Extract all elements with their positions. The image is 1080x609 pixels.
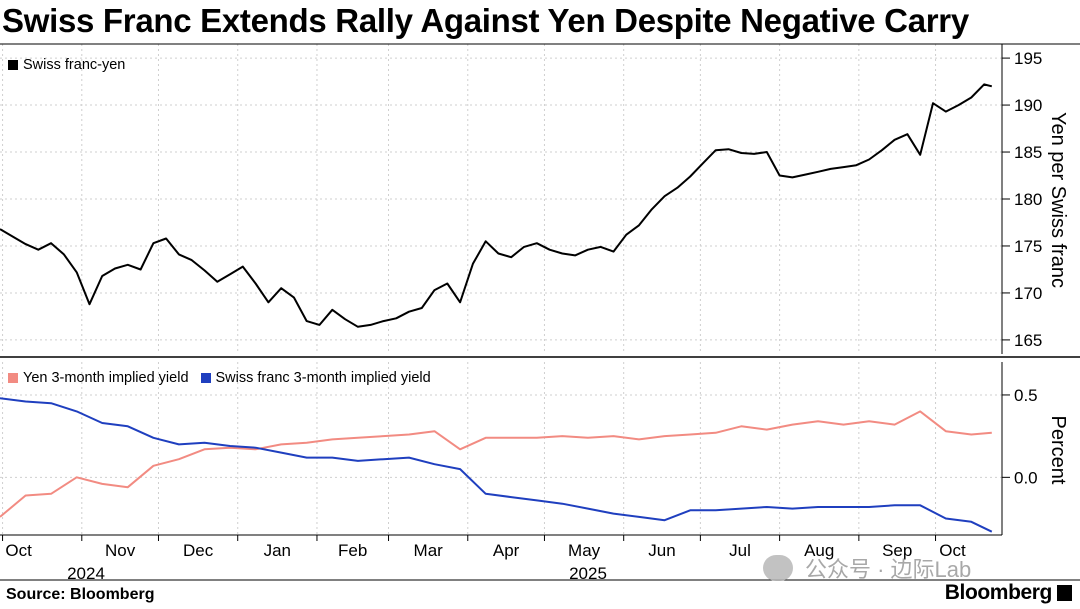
series-line-yen-yield <box>0 410 992 518</box>
x-tick-label: Aug <box>804 541 834 560</box>
legend-label: Yen 3-month implied yield <box>23 370 189 386</box>
y-tick-label: 175 <box>1014 237 1042 256</box>
brand-mark-icon <box>1057 585 1072 601</box>
y-tick-label: 165 <box>1014 331 1042 350</box>
top-legend: Swiss franc-yen <box>8 57 137 73</box>
y-tick-label: 0.5 <box>1014 386 1038 405</box>
y-axis-title: Yen per Swiss franc <box>1047 112 1069 288</box>
legend-item-swiss-franc-yen: Swiss franc-yen <box>8 57 125 73</box>
x-year-label: 2025 <box>569 564 607 583</box>
series-line-chf-yield <box>0 397 993 533</box>
chart-title: Swiss Franc Extends Rally Against Yen De… <box>2 2 969 39</box>
series-line-swiss-franc-yen <box>0 83 993 328</box>
x-tick-label: Sep <box>882 541 912 560</box>
x-tick-label: May <box>568 541 601 560</box>
bottom-legend: Yen 3-month implied yield Swiss franc 3-… <box>8 370 443 386</box>
x-tick-label: Jan <box>264 541 291 560</box>
legend-swatch <box>200 373 211 383</box>
x-tick-label: Nov <box>105 541 136 560</box>
x-tick-label: Apr <box>493 541 520 560</box>
watermark-text: 公众号 · 边际Lab <box>805 557 972 582</box>
legend-item-yen-yield: Yen 3-month implied yield <box>8 370 189 386</box>
x-tick-label: Dec <box>183 541 214 560</box>
y-tick-label: 0.0 <box>1014 468 1038 487</box>
y-tick-label: 170 <box>1014 284 1042 303</box>
watermark: 公众号 · 边际Lab <box>763 552 971 584</box>
y-tick-label: 185 <box>1014 143 1042 162</box>
x-tick-label: Feb <box>338 541 367 560</box>
x-tick-label: Jun <box>648 541 675 560</box>
x-tick-label: Oct <box>5 541 32 560</box>
legend-swatch <box>8 60 18 70</box>
x-tick-label: Oct <box>939 541 966 560</box>
y-tick-label: 180 <box>1014 190 1042 209</box>
legend-item-chf-yield: Swiss franc 3-month implied yield <box>200 370 431 386</box>
y-axis-title: Percent <box>1047 416 1069 485</box>
legend-swatch <box>8 373 18 383</box>
wechat-icon <box>763 555 793 581</box>
source-note: Source: Bloomberg <box>6 586 155 603</box>
x-year-label: 2024 <box>67 564 105 583</box>
brand-logo-text: Bloomberg <box>944 581 1053 604</box>
x-tick-label: Jul <box>729 541 751 560</box>
legend-label: Swiss franc 3-month implied yield <box>215 370 431 386</box>
legend-label: Swiss franc-yen <box>23 57 126 73</box>
y-tick-label: 195 <box>1014 49 1042 68</box>
x-tick-label: Mar <box>414 541 444 560</box>
y-tick-label: 190 <box>1014 96 1042 115</box>
